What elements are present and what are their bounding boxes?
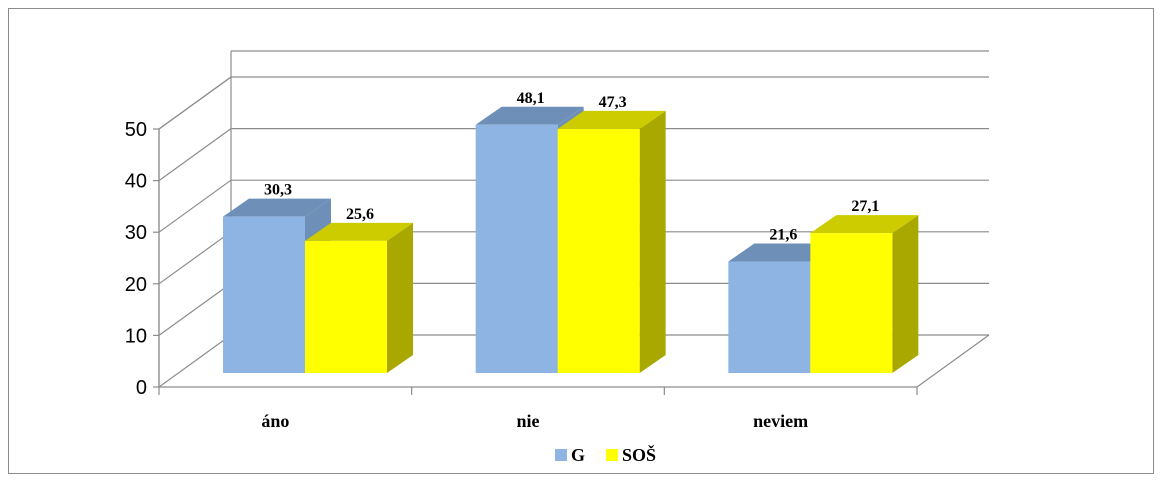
bar-top-SOŠ — [557, 110, 666, 129]
gridline-side — [158, 179, 232, 233]
bar-chart-3d: 0 10 20 30 40 50 áno nie neviem 30,3 25,6 48,1 47,… — [125, 50, 990, 465]
y-tick-label: 50 — [125, 119, 147, 141]
bar-side-SOŠ — [892, 215, 919, 373]
category-label: nie — [516, 411, 539, 431]
data-label: 47,3 — [599, 94, 627, 111]
legend-swatch-SOŠ — [606, 449, 618, 461]
bar-G-neviem — [728, 261, 811, 373]
y-tick-label: 20 — [125, 274, 147, 296]
data-label: 21,6 — [769, 227, 797, 244]
gridline-side — [158, 282, 232, 336]
side-wall-edge — [158, 76, 232, 387]
legend-label: SOŠ — [622, 444, 656, 465]
data-label: 48,1 — [517, 90, 545, 107]
bar-side-SOŠ — [639, 110, 666, 373]
bar-side-SOŠ — [387, 222, 413, 373]
legend-swatch-G — [555, 449, 567, 461]
data-label: 30,3 — [264, 182, 292, 199]
legend-label: G — [571, 445, 585, 465]
gridline-side — [158, 334, 232, 388]
category-label: neviem — [753, 411, 808, 431]
bar-top-G — [475, 106, 584, 125]
bar-top-SOŠ — [810, 215, 919, 234]
category-label: áno — [261, 411, 289, 431]
gridline-side — [158, 231, 232, 285]
y-tick-label: 0 — [136, 377, 147, 399]
bar-SOŠ-nie — [557, 128, 640, 373]
bar-SOŠ-neviem — [810, 233, 893, 373]
data-label: 25,6 — [346, 206, 374, 223]
y-tick-label: 40 — [125, 171, 147, 193]
bar-SOŠ-áno — [305, 240, 387, 373]
y-tick-label: 30 — [125, 222, 147, 244]
y-tick-label: 10 — [125, 325, 147, 347]
bar-top-G — [728, 243, 837, 262]
gridline-side — [158, 128, 232, 182]
bar-G-áno — [223, 216, 305, 373]
bar-top-G — [223, 198, 331, 217]
gridline-side — [158, 76, 232, 130]
chart-frame: 0 10 20 30 40 50 áno nie neviem 30,3 25,6 48,1 47,… — [8, 8, 1154, 474]
bar-top-SOŠ — [305, 222, 413, 241]
bar-G-nie — [475, 124, 558, 373]
data-label: 27,1 — [851, 198, 879, 215]
